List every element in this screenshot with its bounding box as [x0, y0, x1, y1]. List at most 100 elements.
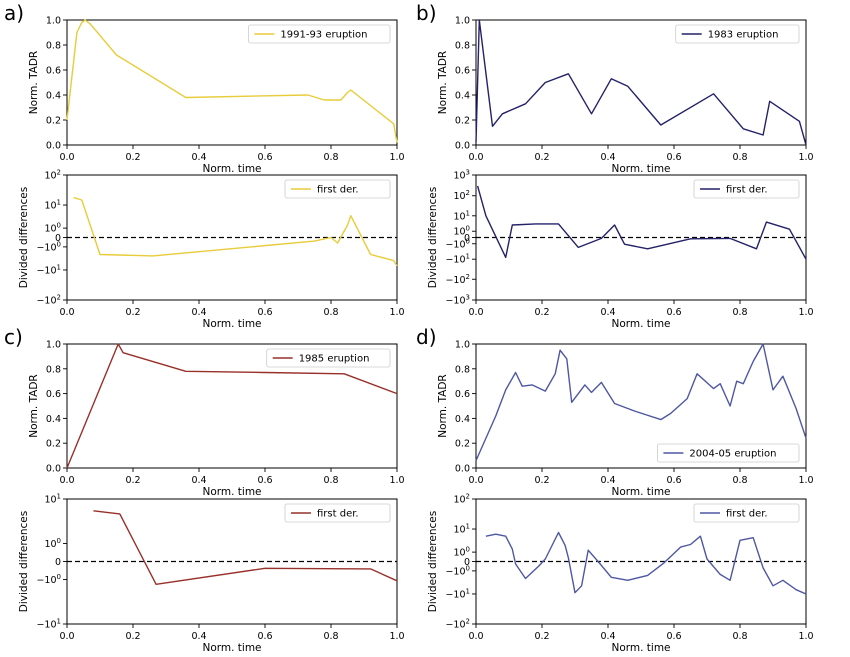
y-tick-label: 0.6: [46, 389, 61, 400]
x-tick-label: 0.2: [534, 631, 549, 642]
y-tick-label: 0: [55, 233, 61, 244]
x-tick-label: 0.6: [257, 475, 272, 486]
plot-frame: [66, 19, 398, 146]
y-tick-label: 0.2: [455, 116, 470, 127]
y-axis-label: Norm. TADR: [28, 51, 40, 114]
y-tick-label: 1.0: [455, 16, 470, 27]
y-tick-label: 0: [464, 557, 470, 568]
x-tick-label: 0.8: [323, 631, 338, 642]
x-tick-label: 0.8: [323, 152, 338, 163]
series-line: [73, 196, 398, 267]
y-tick-label: 0.0: [46, 464, 61, 475]
x-tick-label: 0.4: [191, 475, 206, 486]
legend-box: [284, 503, 391, 523]
panel-b-derivative-plot: 0.0 0.2 0.4 0.6 0.8 1.01031021011000−100−101−…: [427, 169, 814, 331]
y-tick-label: −100: [445, 564, 470, 577]
plot-frame: [66, 343, 398, 469]
panel-a-value-plot: 0.0 0.2 0.4 0.6 0.8 1.0 0.0 0.2 0.4 0.6 0.8 1.0 Norm…: [4, 1, 405, 175]
x-axis-label: Norm. time: [202, 642, 261, 654]
y-tick-label: 0.6: [46, 66, 61, 77]
legend-label: first der.: [726, 509, 768, 520]
x-tick-label: 0.4: [191, 152, 206, 163]
legend-label: first der.: [317, 185, 359, 196]
x-tick-label: 0.2: [125, 152, 140, 163]
panel-letter: b): [416, 1, 437, 25]
panel-letter: c): [4, 325, 23, 349]
y-tick-label: −101: [36, 618, 61, 631]
y-tick-label: 0.8: [46, 364, 61, 375]
legend-box: [693, 503, 800, 523]
y-tick-label: 100: [44, 537, 61, 550]
y-tick-label: 1.0: [46, 340, 61, 351]
y-tick-label: 0.6: [455, 389, 470, 400]
x-tick-label: 0.6: [666, 475, 681, 486]
legend-box: [284, 179, 391, 199]
x-tick-label: 0.0: [59, 631, 74, 642]
x-tick-label: 0.2: [125, 631, 140, 642]
legend-label: first der.: [726, 185, 768, 196]
series-line: [475, 19, 807, 146]
x-tick-label: 0.0: [468, 631, 483, 642]
x-tick-label: 0.4: [600, 631, 615, 642]
panel-d-value-plot: 0.0 0.2 0.4 0.6 0.8 1.0 0.0 0.2 0.4 0.6 0.8 1.0 Norm…: [416, 325, 814, 498]
y-tick-label: −100: [36, 573, 61, 586]
y-tick-label: 0.4: [46, 91, 61, 102]
panel-letter: a): [4, 1, 24, 25]
x-axis-label: Norm. time: [202, 486, 261, 498]
y-tick-label: 0.0: [46, 141, 61, 152]
y-tick-label: −103: [445, 294, 470, 307]
y-tick-label: 0.4: [455, 414, 470, 425]
x-tick-label: 0.4: [191, 631, 206, 642]
x-tick-label: 0.8: [732, 307, 747, 318]
x-tick-label: 0.0: [468, 307, 483, 318]
plot-frame: [475, 19, 807, 146]
legend-label: 2004-05 eruption: [689, 449, 776, 460]
x-tick-label: 0.0: [59, 475, 74, 486]
panel-letter: d): [416, 325, 437, 349]
y-axis-label: Norm. TADR: [28, 374, 40, 437]
panel-d-derivative-plot: 0.0 0.2 0.4 0.6 0.8 1.01021011000−100−101−102…: [427, 493, 814, 655]
x-tick-label: 0.4: [600, 475, 615, 486]
y-tick-label: 102: [453, 493, 470, 506]
x-tick-label: 1.0: [389, 475, 404, 486]
x-tick-label: 0.6: [666, 152, 681, 163]
legend-label: 1985 eruption: [299, 354, 370, 365]
y-tick-label: 103: [453, 169, 470, 182]
series-line: [66, 343, 398, 469]
x-axis-label: Norm. time: [202, 318, 261, 330]
y-tick-label: 0.8: [455, 364, 470, 375]
y-axis-label: Norm. TADR: [437, 374, 449, 437]
legend-label: first der.: [317, 509, 359, 520]
x-tick-label: 1.0: [389, 152, 404, 163]
x-tick-label: 1.0: [798, 475, 813, 486]
y-tick-label: 0.2: [455, 439, 470, 450]
x-tick-label: 0.6: [257, 631, 272, 642]
x-tick-label: 0.6: [257, 152, 272, 163]
y-axis-label: Divided differences: [18, 187, 30, 288]
y-axis-label: Divided differences: [427, 511, 439, 612]
y-tick-label: 101: [44, 493, 61, 506]
x-tick-label: 0.6: [666, 307, 681, 318]
x-tick-label: 0.2: [534, 307, 549, 318]
y-tick-label: 0: [55, 557, 61, 568]
y-tick-label: −101: [445, 587, 470, 600]
y-tick-label: 0.4: [46, 414, 61, 425]
series-line: [93, 510, 398, 585]
x-tick-label: 0.8: [732, 152, 747, 163]
y-axis-label: Divided differences: [427, 187, 439, 288]
x-tick-label: 0.0: [59, 152, 74, 163]
x-axis-label: Norm. time: [611, 642, 670, 654]
panel-b-value-plot: 0.0 0.2 0.4 0.6 0.8 1.0 0.0 0.2 0.4 0.6 0.8 1.0 Norm…: [416, 1, 814, 175]
x-tick-label: 0.2: [534, 475, 549, 486]
y-tick-label: 0.8: [455, 41, 470, 52]
y-tick-label: −102: [445, 273, 470, 286]
y-tick-label: 101: [453, 523, 470, 536]
x-tick-label: 0.8: [732, 631, 747, 642]
x-tick-label: 1.0: [389, 631, 404, 642]
y-tick-label: 101: [44, 199, 61, 212]
y-tick-label: −100: [36, 240, 61, 253]
y-tick-label: 0.2: [46, 116, 61, 127]
x-tick-label: 0.8: [323, 307, 338, 318]
plot-frame: [475, 343, 807, 469]
